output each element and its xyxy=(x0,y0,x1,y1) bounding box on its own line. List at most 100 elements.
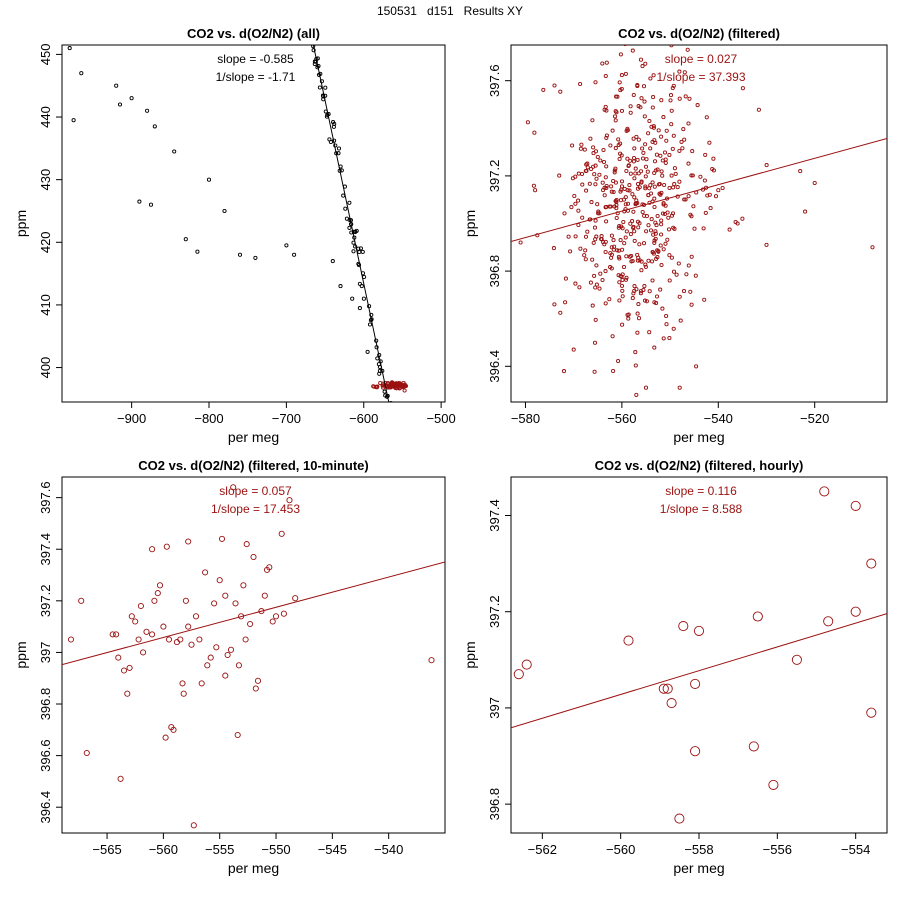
data-point xyxy=(648,191,654,196)
data-point xyxy=(573,281,578,286)
data-point xyxy=(154,590,161,597)
data-point xyxy=(652,184,657,189)
data-point xyxy=(662,150,668,155)
data-point xyxy=(652,159,658,164)
data-point xyxy=(402,388,407,393)
data-point xyxy=(663,241,668,246)
data-point xyxy=(533,188,538,193)
data-point xyxy=(647,289,652,294)
data-point xyxy=(658,153,663,158)
data-point xyxy=(621,264,627,270)
data-point xyxy=(631,224,636,229)
data-point xyxy=(638,105,643,110)
data-point xyxy=(612,170,617,175)
data-point xyxy=(83,749,90,757)
fit-line xyxy=(511,137,887,242)
data-point xyxy=(618,52,623,57)
data-point xyxy=(633,166,638,171)
data-point xyxy=(660,306,665,311)
data-point xyxy=(603,301,608,306)
data-point xyxy=(592,340,598,345)
data-point xyxy=(690,149,695,154)
data-point xyxy=(635,330,640,335)
data-point xyxy=(419,548,422,551)
data-point xyxy=(812,180,817,186)
data-point xyxy=(572,193,577,199)
data-point xyxy=(643,142,648,147)
data-point xyxy=(615,211,620,216)
data-point xyxy=(417,547,420,550)
data-point xyxy=(604,133,609,138)
data-point xyxy=(313,59,318,64)
data-point xyxy=(558,89,563,94)
data-point xyxy=(420,549,423,552)
data-point xyxy=(648,183,653,188)
data-point xyxy=(659,169,664,174)
data-point xyxy=(232,600,239,607)
data-point xyxy=(633,363,638,368)
data-point xyxy=(319,79,324,84)
data-point xyxy=(635,252,640,257)
data-point xyxy=(662,182,667,188)
data-point xyxy=(631,159,636,164)
data-point xyxy=(634,392,639,397)
data-point xyxy=(664,322,669,327)
x-tick-label: −560 xyxy=(149,842,178,857)
y-tick-label: 396.8 xyxy=(487,788,502,821)
data-point xyxy=(591,240,596,245)
data-point xyxy=(571,347,576,352)
data-point xyxy=(748,741,759,752)
data-point xyxy=(280,610,287,617)
data-point xyxy=(240,582,247,589)
data-point xyxy=(677,294,682,299)
data-point xyxy=(618,141,623,146)
data-point xyxy=(165,636,173,643)
data-point xyxy=(652,240,657,245)
data-point xyxy=(740,216,745,221)
slope-annotation: 1/slope = -1.71 xyxy=(216,70,296,84)
data-point xyxy=(752,611,763,622)
data-point xyxy=(623,235,628,240)
data-point xyxy=(590,118,595,123)
data-point xyxy=(611,368,616,374)
data-point xyxy=(410,506,413,509)
data-point xyxy=(406,503,409,506)
data-point xyxy=(135,636,142,643)
data-point xyxy=(137,602,144,610)
data-point xyxy=(618,238,623,243)
data-point xyxy=(198,680,205,687)
data-point xyxy=(351,229,356,234)
data-point xyxy=(377,368,382,373)
data-point xyxy=(636,137,641,142)
data-point xyxy=(424,573,427,576)
data-point xyxy=(707,140,712,145)
data-point xyxy=(590,257,595,262)
plot-data xyxy=(62,484,445,829)
data-point xyxy=(635,219,641,224)
y-tick-label: 396.8 xyxy=(487,255,502,288)
data-point xyxy=(592,225,598,230)
data-point xyxy=(583,234,589,239)
data-point xyxy=(628,221,633,226)
data-point xyxy=(708,206,713,211)
data-point xyxy=(71,118,76,123)
data-point xyxy=(382,389,387,394)
data-point xyxy=(692,226,697,231)
data-point xyxy=(115,654,122,661)
data-point xyxy=(713,194,719,199)
data-point xyxy=(378,380,383,386)
data-point xyxy=(126,664,133,671)
data-point xyxy=(353,229,358,234)
data-point xyxy=(643,385,649,390)
data-point xyxy=(617,223,622,229)
data-point xyxy=(124,690,131,697)
data-point xyxy=(391,411,394,414)
data-point xyxy=(625,156,630,161)
data-point xyxy=(659,218,664,223)
data-point xyxy=(617,256,622,261)
data-point xyxy=(613,118,618,123)
data-point xyxy=(682,137,687,142)
data-point xyxy=(216,577,223,584)
data-point xyxy=(627,188,632,193)
data-point xyxy=(570,143,575,148)
